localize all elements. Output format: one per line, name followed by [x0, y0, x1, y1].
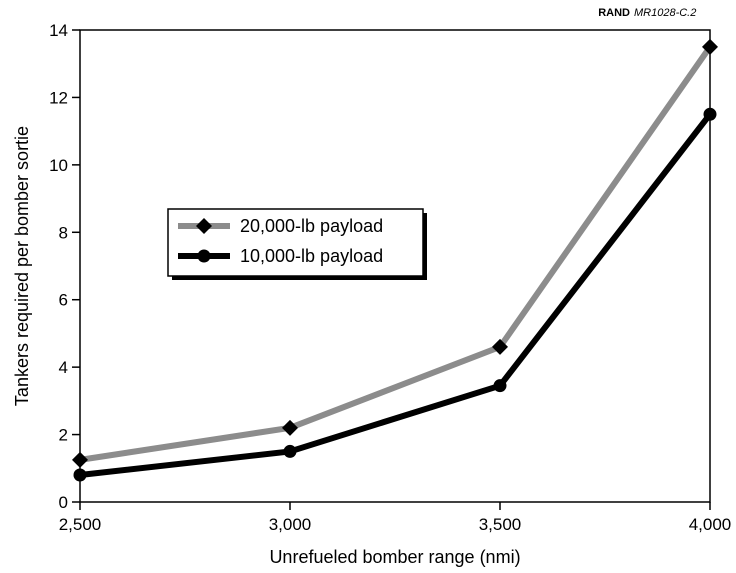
axis-ticks: 2,500 3,000 3,500 4,000 0 2 4 6 8 10 12 14	[49, 21, 731, 534]
data-point-1	[493, 379, 507, 393]
series-line-0	[79, 45, 713, 463]
data-point-0	[72, 451, 88, 468]
y-tick-label: 0	[59, 493, 68, 512]
data-point-1	[703, 107, 717, 121]
x-tick-label: 3,000	[269, 515, 312, 534]
legend-items: 20,000-lb payload 10,000-lb payload	[178, 216, 383, 266]
x-tick-label: 3,500	[479, 515, 522, 534]
legend-label: 20,000-lb payload	[240, 216, 383, 236]
y-tick-label: 6	[59, 291, 68, 310]
credit-org: RAND	[598, 7, 630, 19]
credit-code: MR1028-C.2	[634, 7, 696, 19]
series-lines	[79, 45, 713, 479]
y-tick-label: 4	[59, 358, 68, 377]
plot-frame	[79, 29, 711, 503]
series-line-1	[79, 112, 713, 479]
legend-swatch-marker	[196, 218, 212, 234]
x-tick-label: 4,000	[689, 515, 732, 534]
y-tick-label: 10	[49, 156, 68, 175]
legend-box	[167, 208, 424, 277]
x-tick-label: 2,500	[59, 515, 102, 534]
data-point-1	[73, 468, 87, 482]
y-axis-label: Tankers required per bomber sortie	[12, 126, 32, 406]
legend-shadow-right	[423, 213, 427, 280]
legend-shadow-bottom	[172, 276, 427, 280]
series-markers	[72, 38, 718, 482]
x-axis-label: Unrefueled bomber range (nmi)	[269, 547, 520, 567]
data-point-1	[283, 444, 297, 458]
legend-swatch-marker	[197, 249, 211, 263]
y-tick-label: 8	[59, 223, 68, 242]
data-point-0	[282, 419, 298, 436]
data-point-0	[702, 38, 718, 55]
legend-label: 10,000-lb payload	[240, 246, 383, 266]
data-point-0	[492, 338, 508, 355]
y-tick-label: 2	[59, 426, 68, 445]
legend: 20,000-lb payload 10,000-lb payload	[167, 208, 427, 280]
y-tick-label: 14	[49, 21, 68, 40]
y-tick-label: 12	[49, 88, 68, 107]
